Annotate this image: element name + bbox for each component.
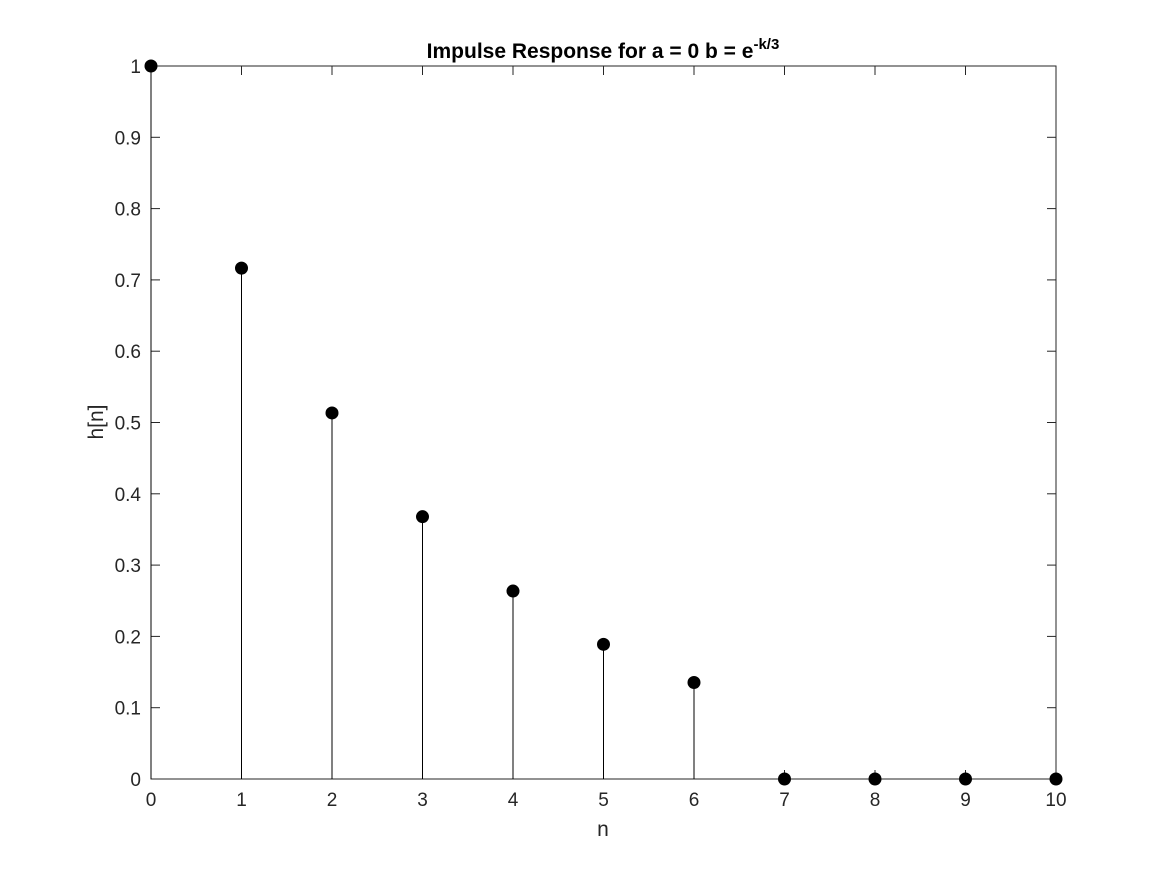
stem-marker (325, 406, 339, 420)
stem-marker (959, 772, 972, 786)
x-tick-label: 10 (1045, 790, 1066, 811)
stem-marker (687, 676, 701, 690)
x-tick-label: 1 (236, 790, 247, 811)
x-tick-label: 4 (508, 790, 519, 811)
y-tick-label: 0.6 (115, 342, 141, 363)
x-tick-label: 5 (598, 790, 609, 811)
stem-marker (778, 772, 791, 786)
stem-marker (506, 584, 520, 598)
stem-marker (1049, 772, 1063, 786)
x-tick-label: 8 (870, 790, 881, 811)
y-axis-label: h[n] (85, 404, 108, 439)
y-tick-label: 0.8 (115, 200, 141, 221)
y-tick-label: 0.2 (115, 627, 141, 648)
chart-title-superscript: -k/3 (753, 36, 779, 53)
x-axis-label: n (597, 818, 609, 841)
stem-marker (144, 59, 158, 73)
y-tick-label: 0.4 (115, 485, 142, 506)
y-tick-label: 0.9 (115, 128, 141, 149)
x-tick-label: 3 (417, 790, 428, 811)
stem-marker (597, 637, 610, 651)
stem-marker (416, 510, 429, 524)
x-tick-label: 9 (960, 790, 971, 811)
x-tick-label: 6 (689, 790, 700, 811)
y-tick-label: 1 (130, 57, 141, 78)
y-tick-label: 0.7 (115, 271, 141, 292)
chart-title-main: Impulse Response for a = 0 b = e (427, 40, 754, 63)
stem-marker (868, 772, 882, 786)
y-tick-label: 0.3 (115, 556, 141, 577)
y-tick-label: 0.1 (115, 699, 141, 720)
x-tick-label: 7 (779, 790, 790, 811)
y-tick-label: 0.5 (115, 414, 141, 435)
x-tick-label: 0 (146, 790, 157, 811)
x-tick-label: 2 (327, 790, 338, 811)
chart-title: Impulse Response for a = 0 b = e-k/3 (427, 36, 780, 63)
y-tick-label: 0 (130, 770, 141, 791)
stem-marker (235, 261, 248, 275)
